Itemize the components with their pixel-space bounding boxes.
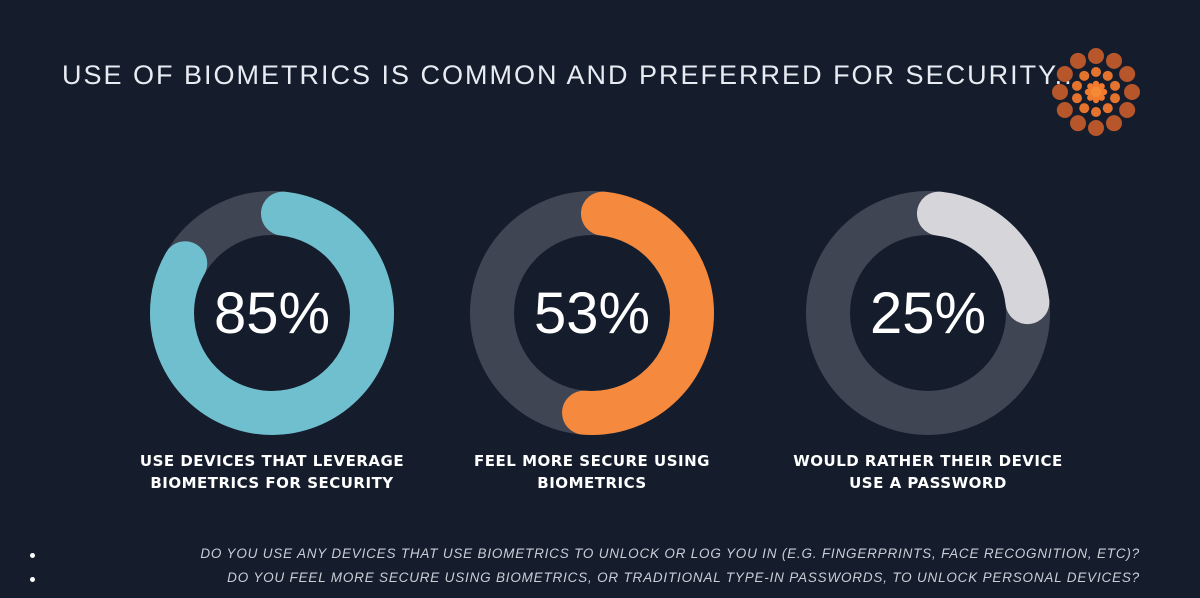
logo-dot (1119, 102, 1136, 118)
donut-caption-3: WOULD RATHER THEIR DEVICE USE A PASSWORD (778, 450, 1078, 494)
footnote-text: DO YOU FEEL MORE SECURE USING BIOMETRICS… (227, 570, 1140, 585)
slide-title: USE OF BIOMETRICS IS COMMON AND PREFERRE… (62, 60, 1084, 90)
donut-caption-2: FEEL MORE SECURE USING BIOMETRICS (442, 450, 742, 494)
bullet-icon (30, 577, 35, 582)
donut-value-label: 25% (869, 280, 987, 346)
logo-dot (1087, 94, 1094, 101)
donut-value-label: 85% (213, 280, 331, 346)
caption-line: USE DEVICES THAT LEVERAGE (139, 452, 405, 470)
footnote-item: DO YOU FEEL MORE SECURE USING BIOMETRICS… (30, 570, 1200, 590)
logo-dot (1098, 94, 1105, 101)
logo-dot (1071, 80, 1082, 91)
logo-dot (1056, 102, 1073, 118)
caption-line: USE A PASSWORD (849, 474, 1007, 492)
donut-chart-2: 53% (467, 188, 717, 438)
logo-dot (1070, 115, 1086, 132)
caption-line: BIOMETRICS FOR SECURITY (150, 474, 394, 492)
donut-value-label: 53% (533, 280, 651, 346)
donut-caption-1: USE DEVICES THAT LEVERAGE BIOMETRICS FOR… (122, 450, 422, 494)
logo-dot (1056, 66, 1073, 82)
donut-value-arc (470, 191, 714, 435)
logo-dot (1071, 93, 1082, 104)
logo-dot (1070, 52, 1086, 69)
logo-dot (1110, 93, 1121, 104)
caption-line: WOULD RATHER THEIR DEVICE (793, 452, 1063, 470)
logo-dot (1088, 48, 1104, 64)
donut-chart-1: 85% (147, 188, 397, 438)
donut-chart-3: 25% (803, 188, 1053, 438)
logo-dot (1092, 96, 1100, 104)
logo-dot (1079, 70, 1090, 81)
footnote-item: DO YOU USE ANY DEVICES THAT USE BIOMETRI… (30, 546, 1200, 566)
logo-dot (1124, 84, 1140, 100)
logo-dot (1087, 83, 1094, 90)
logo-dot (1100, 88, 1108, 96)
logo-dot (1091, 67, 1101, 77)
logo-dot (1092, 80, 1100, 88)
logo-dot (1106, 52, 1122, 69)
donut-value-arc (806, 191, 1050, 435)
logo-dot (1079, 103, 1090, 114)
logo-dot (1102, 103, 1113, 114)
logo-dot (1052, 84, 1068, 100)
caption-line: FEEL MORE SECURE USING (474, 452, 710, 470)
logo-dot (1106, 115, 1122, 132)
logo-dot (1088, 120, 1104, 136)
logo-dot (1098, 83, 1105, 90)
logo-dot (1084, 88, 1092, 96)
footnote-text: DO YOU USE ANY DEVICES THAT USE BIOMETRI… (200, 546, 1140, 561)
bullet-icon (30, 553, 35, 558)
logo-dot (1102, 70, 1113, 81)
sunburst-dots-logo-icon (1048, 44, 1144, 140)
logo-dot (1119, 66, 1136, 82)
logo-dot (1091, 107, 1101, 117)
donut-value-arc (150, 191, 394, 435)
caption-line: BIOMETRICS (537, 474, 647, 492)
logo-dot (1110, 80, 1121, 91)
